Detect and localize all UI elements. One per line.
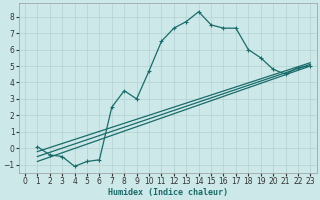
X-axis label: Humidex (Indice chaleur): Humidex (Indice chaleur) xyxy=(108,188,228,197)
